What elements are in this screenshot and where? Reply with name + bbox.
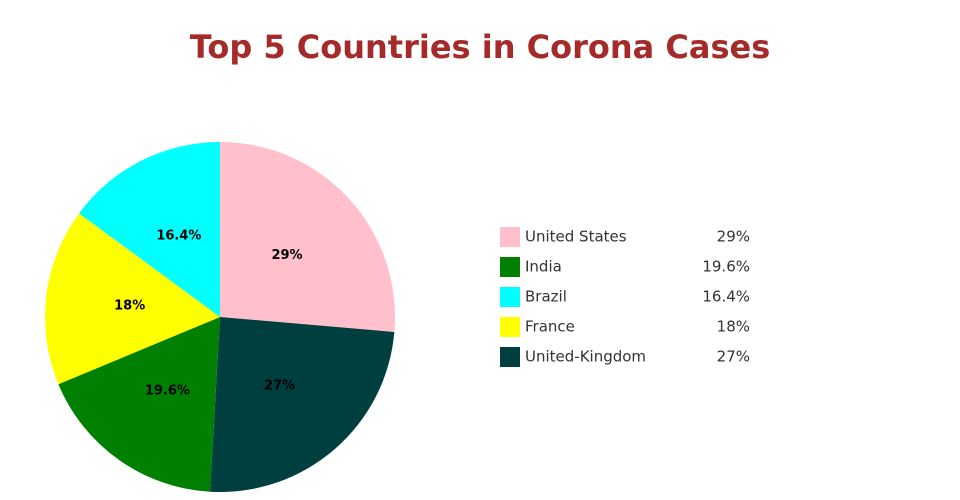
legend-item-united-states[interactable]: United States 29% — [500, 227, 750, 247]
legend-value-brazil: 16.4% — [702, 288, 750, 306]
pie-slice-united-kingdom — [210, 317, 395, 492]
slice-label-india: 19.6% — [145, 384, 190, 399]
legend-swatch-france — [500, 317, 520, 337]
slice-label-united-states: 29% — [271, 248, 302, 263]
pie-slice-france — [45, 213, 220, 385]
legend-value-india: 19.6% — [702, 258, 750, 276]
pie-slice-brazil — [79, 142, 220, 317]
slice-label-france: 18% — [114, 299, 145, 314]
legend-item-brazil[interactable]: Brazil 16.4% — [500, 287, 750, 307]
legend-swatch-united-states — [500, 227, 520, 247]
legend-item-france[interactable]: France 18% — [500, 317, 750, 337]
legend-item-united-kingdom[interactable]: United-Kingdom 27% — [500, 347, 750, 367]
legend-label-united-kingdom: United-Kingdom — [525, 348, 646, 366]
pie-slice-india — [58, 317, 220, 492]
legend-swatch-united-kingdom — [500, 347, 520, 367]
legend-swatch-brazil — [500, 287, 520, 307]
legend-swatch-india — [500, 257, 520, 277]
legend-label-france: France — [525, 318, 575, 336]
legend-value-united-states: 29% — [717, 228, 750, 246]
pie-slice-united-states — [220, 142, 396, 332]
slice-label-brazil: 16.4% — [156, 228, 201, 243]
slice-label-united-kingdom: 27% — [264, 378, 295, 393]
chart-title: Top 5 Countries in Corona Cases — [189, 28, 771, 66]
legend-value-france: 18% — [717, 318, 750, 336]
legend-value-united-kingdom: 27% — [717, 348, 750, 366]
legend-label-united-states: United States — [525, 228, 627, 246]
legend-item-india[interactable]: India 19.6% — [500, 257, 750, 277]
legend-label-india: India — [525, 258, 562, 276]
legend-label-brazil: Brazil — [525, 288, 567, 306]
